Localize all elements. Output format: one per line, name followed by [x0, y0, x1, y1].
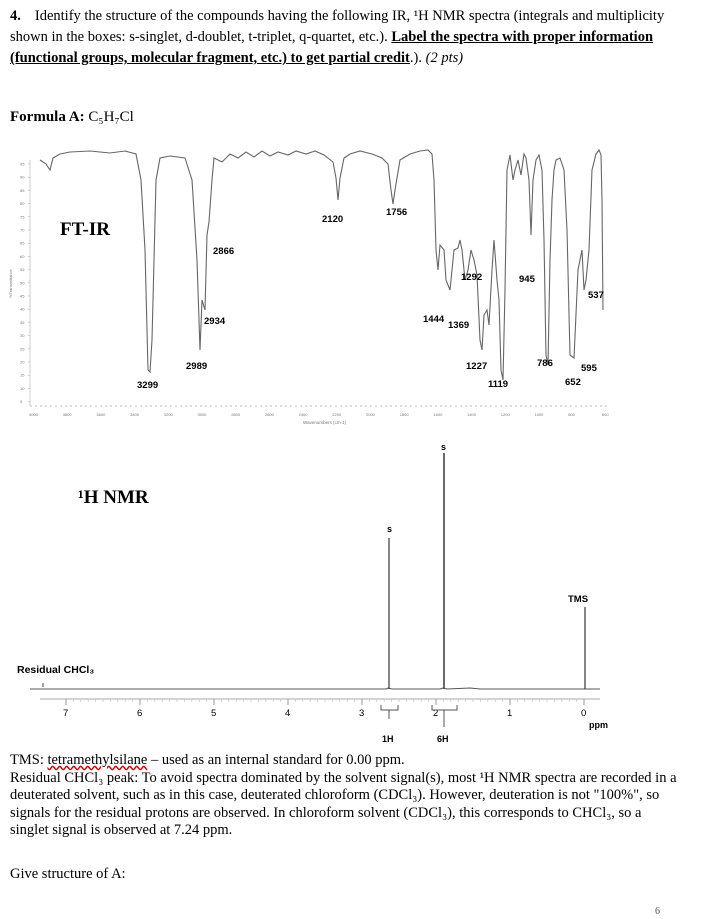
ir-peak-label: 1444: [423, 314, 445, 325]
nmr-baseline: [30, 687, 600, 690]
ir-peak-label: 595: [581, 363, 598, 374]
page-mark: 6: [655, 906, 660, 917]
ir-peak-label: 1292: [461, 272, 482, 283]
question-instruction: Label the spectra with proper informatio…: [10, 29, 654, 66]
nmr-x-tick: 1: [507, 708, 512, 719]
ir-x-tick: 1400: [467, 412, 477, 417]
ir-x-tick: 3600: [96, 412, 106, 417]
ir-x-tick: 4000: [29, 412, 39, 417]
ir-peak-label: 2934: [204, 316, 226, 327]
nmr-mult-1h: s: [387, 524, 392, 534]
ir-x-tick: 3400: [130, 412, 140, 417]
ir-y-tick: 30: [20, 333, 25, 338]
residual-chcl3-label: Residual CHCl₃: [17, 664, 94, 676]
question-after: .).: [409, 50, 426, 66]
ir-y-tick: 15: [20, 373, 25, 378]
ir-x-tick: 800: [568, 412, 575, 417]
ir-peak-label: 3299: [137, 380, 158, 391]
nmr-x-tick: 6: [137, 708, 142, 719]
ir-peak-label: 2866: [213, 246, 234, 257]
tms-note: TMS: tetramethylsilane – used as an inte…: [10, 752, 680, 770]
nmr-x-tick: 5: [211, 708, 216, 719]
structure-prompt: Give structure of A:: [10, 866, 126, 882]
ir-x-ticks: 4000 3800 3600 3400 3200 3000 2800 2600 2400 2200…: [29, 412, 609, 417]
ir-spectrum: %Transmittance 95 90 85 80 75 70 65 60 55 50 45 40 3…: [8, 148, 610, 425]
ir-y-tick: 65: [20, 241, 25, 246]
ir-x-tick: 1600: [433, 412, 443, 417]
ir-x-tick: 2000: [366, 412, 376, 417]
residual-note: Residual CHCl₃ peak: To avoid spectra do…: [10, 769, 677, 839]
nmr-title: ¹H NMR: [78, 487, 149, 508]
ir-x-tick: 3000: [198, 412, 208, 417]
formula-value: C₅H₇Cl: [88, 109, 134, 125]
ir-y-tick: 25: [20, 346, 25, 351]
ir-x-tick: 600: [602, 412, 609, 417]
ir-y-tick: 70: [20, 228, 25, 233]
ir-peak-label: 1227: [466, 361, 487, 372]
ir-y-tick: 20: [20, 360, 25, 365]
ir-x-tick: 3200: [164, 412, 174, 417]
ir-x-axis-label: Wavenumbers (cm-1): [303, 420, 347, 425]
ir-y-tick: 45: [20, 294, 25, 299]
question-number: 4.: [10, 8, 21, 24]
nmr-x-tick: 4: [285, 708, 290, 719]
ir-y-tick: 90: [20, 175, 25, 180]
nmr-x-tick: 2: [433, 708, 438, 719]
nmr-x-tick: 7: [63, 708, 68, 719]
ir-peak-label: 1369: [448, 320, 469, 331]
ir-x-tick: 2400: [299, 412, 309, 417]
ir-x-tick: 1800: [400, 412, 410, 417]
ir-y-tick: 85: [20, 188, 25, 193]
formula-line: Formula A: C₅H₇Cl: [10, 109, 134, 126]
question-body: Identify the structure of the compounds …: [10, 8, 665, 45]
tms-word: tetramethylsilane: [47, 752, 148, 768]
ir-y-tick: 40: [20, 307, 25, 312]
ir-title: FT-IR: [60, 219, 110, 240]
nmr-tms-label: TMS: [568, 594, 588, 605]
ir-y-tick: 75: [20, 214, 25, 219]
ir-peak-label: 1756: [386, 207, 407, 218]
nmr-x-ticks: 7 6 5 4 3 2 1 0: [63, 699, 586, 719]
ir-y-ticks: 95 90 85 80 75 70 65 60 55 50 45 40 35 30 25 20 15 10 5: [20, 162, 30, 404]
nmr-mult-6h: s: [441, 442, 446, 452]
nmr-x-tick: 3: [359, 708, 364, 719]
ir-x-tick: 1000: [535, 412, 545, 417]
ir-trace: [39, 148, 604, 381]
ir-peak-label: 537: [588, 290, 604, 301]
integral-bracket-1h: [380, 705, 399, 719]
tms-rest: – used as an internal standard for 0.00 …: [147, 752, 405, 768]
ir-y-tick: 80: [20, 201, 25, 206]
ir-peak-label: 2120: [322, 214, 343, 225]
ir-y-tick: 10: [20, 386, 25, 391]
ir-x-tick: 2800: [231, 412, 241, 417]
nmr-x-tick: 0: [581, 708, 586, 719]
ir-peak-label: 1119: [488, 379, 508, 390]
ir-y-axis-label: %Transmittance: [8, 268, 13, 298]
ir-y-tick: 55: [20, 267, 25, 272]
formula-label: Formula A:: [10, 109, 85, 125]
ir-y-tick: 95: [20, 162, 25, 167]
ir-x-tick: 2600: [265, 412, 275, 417]
ir-x-tick: 2200: [332, 412, 342, 417]
integral-1h: 1H: [382, 734, 394, 744]
ir-y-tick: 35: [20, 320, 25, 325]
ir-x-tick: 3800: [63, 412, 73, 417]
ir-y-tick: 60: [20, 254, 25, 259]
ir-peak-label: 2989: [186, 361, 207, 372]
ir-peak-label: 652: [565, 377, 581, 388]
nmr-unit: ppm: [589, 720, 608, 730]
tms-prefix: TMS:: [10, 752, 48, 768]
ir-peak-label: 945: [519, 274, 536, 285]
integral-bracket-6h: [431, 705, 458, 727]
nmr-spectrum: ¹H NMR Residual CHCl₃ TMS s s 7 6 5 4 3 2 1 0 p…: [17, 442, 608, 744]
notes-block: TMS: tetramethylsilane – used as an inte…: [10, 752, 680, 840]
question-text: 4. Identify the structure of the compound…: [10, 6, 678, 69]
ir-x-tick: 1200: [501, 412, 511, 417]
integral-6h: 6H: [437, 734, 449, 744]
ir-y-tick: 50: [20, 280, 25, 285]
question-points: (2 pts): [425, 50, 464, 66]
ir-peak-label: 786: [537, 358, 553, 369]
ir-y-tick: 5: [20, 399, 23, 404]
